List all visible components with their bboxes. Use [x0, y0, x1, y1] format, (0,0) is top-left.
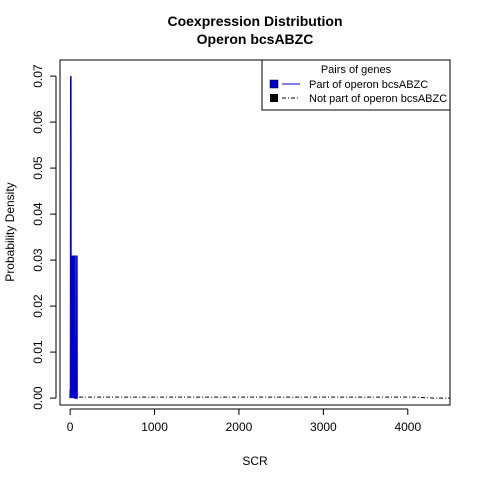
- y-tick-label: 0.00: [31, 386, 45, 410]
- chart-subtitle: Operon bcsABZC: [197, 31, 314, 47]
- y-tick-label: 0.04: [31, 202, 45, 226]
- legend: Pairs of genes Part of operon bcsABZC No…: [261, 59, 451, 111]
- legend-box: [261, 59, 451, 111]
- series-layer: [69, 76, 450, 399]
- series-line-part: [69, 76, 78, 399]
- legend-swatch-part: [269, 79, 279, 89]
- y-tick-label: 0.02: [31, 294, 45, 318]
- y-tick-label: 0.01: [31, 340, 45, 364]
- y-tick-label: 0.05: [31, 156, 45, 180]
- x-tick-label: 3000: [310, 420, 337, 434]
- y-tick-label: 0.06: [31, 110, 45, 134]
- plot-frame: [59, 59, 451, 406]
- series-line-not-part: [70, 396, 450, 399]
- y-tick-label: 0.07: [31, 64, 45, 88]
- y-axis-label: Probability Density: [3, 182, 17, 281]
- y-axis: 0.00 0.01 0.02 0.03 0.04 0.05 0.06 0.07: [31, 64, 57, 410]
- y-tick-label: 0.03: [31, 248, 45, 272]
- legend-label-not-part: Not part of operon bcsABZC: [309, 93, 447, 105]
- x-tick-label: 1000: [141, 420, 168, 434]
- legend-label-part: Part of operon bcsABZC: [309, 79, 428, 91]
- chart-title: Coexpression Distribution: [167, 13, 342, 29]
- legend-swatch-not-part: [270, 94, 278, 102]
- x-tick-label: 2000: [226, 420, 253, 434]
- x-axis: 0 1000 2000 3000 4000: [67, 408, 421, 434]
- x-axis-label: SCR: [242, 454, 268, 468]
- legend-title: Pairs of genes: [321, 64, 392, 76]
- x-tick-label: 4000: [394, 420, 421, 434]
- x-tick-label: 0: [67, 420, 74, 434]
